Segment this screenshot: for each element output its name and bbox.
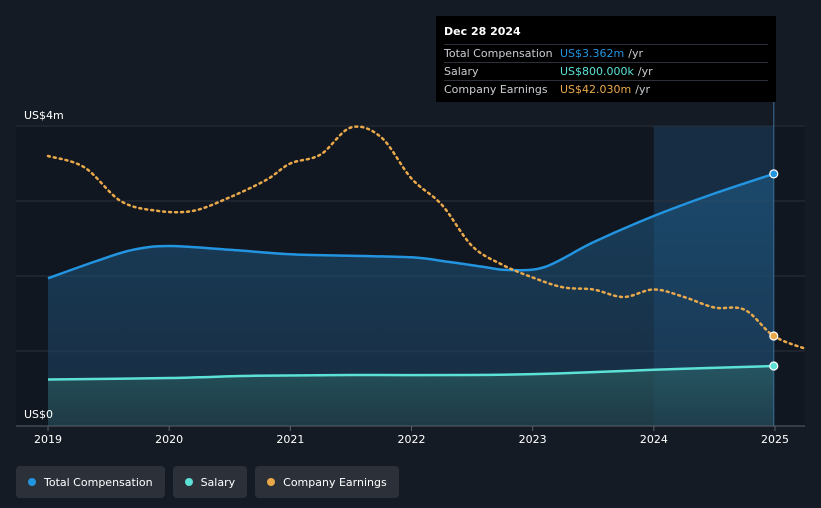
total-compensation-marker (769, 169, 779, 179)
legend-item-total-compensation[interactable]: Total Compensation (16, 466, 165, 498)
compensation-chart: 2019 2020 2021 2022 2023 2024 2025 US$4m US$0 (16, 102, 807, 446)
tooltip-value: US$42.030m (560, 83, 632, 96)
x-tick-label: 2021 (276, 433, 304, 446)
salary-marker (769, 361, 779, 371)
tooltip-unit: /yr (635, 83, 650, 96)
y-label-top: US$4m (24, 109, 64, 122)
tooltip-value: US$3.362m (560, 47, 625, 60)
salary-line (47, 364, 774, 381)
tooltip-unit: /yr (628, 47, 643, 60)
tooltip-row-salary: Salary US$800.000k /yr (444, 62, 768, 80)
legend-label: Company Earnings (283, 475, 387, 489)
legend-dot-icon (28, 478, 36, 486)
x-tick-label: 2022 (398, 433, 426, 446)
legend-dot-icon (184, 478, 193, 486)
x-tick-label: 2019 (34, 433, 62, 446)
x-tick-label: 2020 (155, 433, 183, 446)
salary-area (48, 366, 774, 426)
tooltip-label: Total Compensation (444, 47, 553, 60)
company-earnings-marker (769, 331, 779, 341)
legend-label: Salary (200, 475, 236, 489)
tooltip-value: US$800.000k (560, 65, 634, 78)
tooltip-row-company-earnings: Company Earnings US$42.030m /yr (444, 80, 768, 98)
tooltip-unit: /yr (637, 65, 653, 78)
x-tick-label: 2025 (761, 433, 789, 446)
tooltip-label: Salary (444, 65, 479, 78)
total-compensation-area (48, 173, 774, 426)
x-tick-label: 2023 (519, 433, 547, 446)
y-label-bottom: US$0 (24, 408, 53, 421)
legend-item-salary[interactable]: Salary (172, 466, 248, 498)
tooltip-date: Dec 28 2024 (444, 25, 521, 38)
tooltip-row-total-compensation: Total Compensation US$3.362m /yr (444, 44, 768, 62)
x-ticks: 2019 2020 2021 2022 2023 2024 2025 (34, 426, 789, 446)
legend: Total Compensation Salary Company Earnin… (16, 466, 399, 498)
x-tick-label: 2024 (640, 433, 668, 446)
legend-dot-icon (267, 478, 276, 486)
company-earnings-line (46, 125, 807, 351)
total-compensation-line (47, 172, 775, 280)
legend-label: Total Compensation (44, 475, 153, 489)
tooltip: Dec 28 2024 Total Compensation US$3.362m… (436, 16, 776, 102)
legend-item-company-earnings[interactable]: Company Earnings (255, 466, 399, 498)
tooltip-label: Company Earnings (444, 83, 548, 96)
